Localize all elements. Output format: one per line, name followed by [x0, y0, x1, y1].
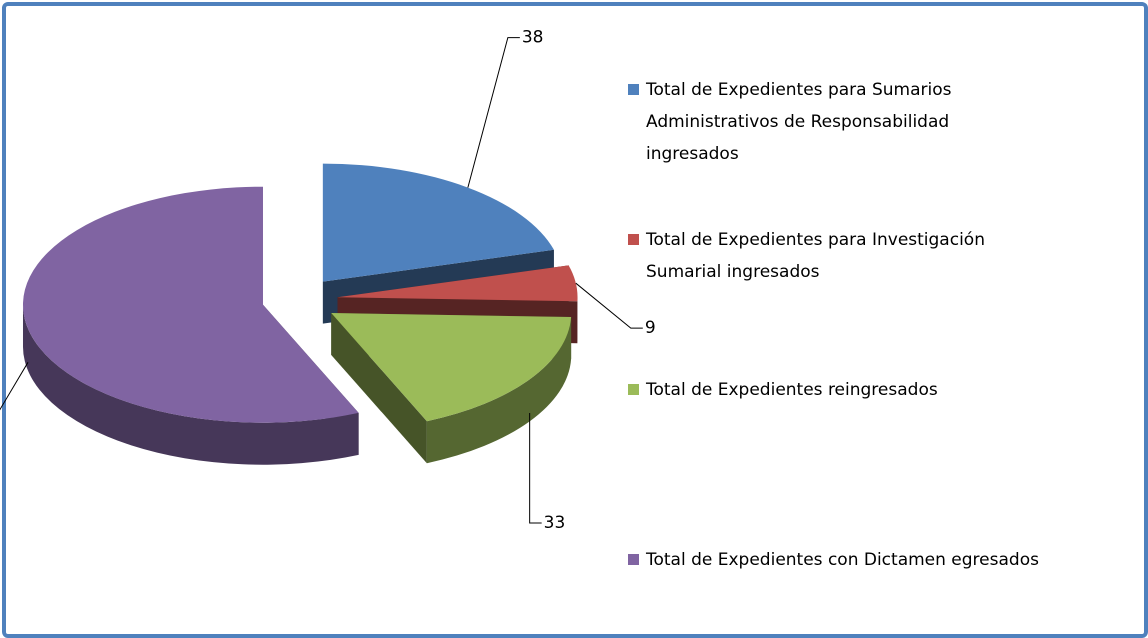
- legend-label: Total de Expedientes reingresados: [646, 380, 938, 400]
- slice: [22, 186, 359, 423]
- legend-swatch: [628, 384, 639, 395]
- slice: 33: [331, 312, 572, 533]
- legend-label: Total de Expedientes para Sumarios Admin…: [646, 80, 952, 164]
- slice: [331, 312, 572, 422]
- slice-side: [22, 304, 359, 465]
- slice: 104: [0, 186, 359, 465]
- legend-item: Total de Expedientes para Sumarios Admin…: [628, 74, 1046, 170]
- slice-wall: [331, 312, 427, 464]
- legend-item: Total de Expedientes con Dictamen egresa…: [628, 544, 1046, 576]
- legend-label: Total de Expedientes con Dictamen egresa…: [646, 550, 1039, 570]
- slice: [322, 163, 554, 282]
- data-label: 9: [645, 318, 656, 338]
- leader-line: [575, 282, 643, 329]
- legend-swatch: [628, 554, 639, 565]
- slice-side: [426, 317, 572, 464]
- leader-line: [0, 362, 29, 411]
- legend-item: Total de Expedientes para Investigación …: [628, 224, 1046, 288]
- leader-line: [529, 412, 542, 524]
- data-label: 33: [544, 513, 566, 533]
- legend-swatch: [628, 234, 639, 245]
- data-label: 38: [522, 28, 544, 48]
- legend-swatch: [628, 84, 639, 95]
- slice: [337, 265, 578, 302]
- leader-line: [467, 37, 520, 188]
- legend-label: Total de Expedientes para Investigación …: [646, 230, 985, 282]
- legend-item: Total de Expedientes reingresados: [628, 374, 1046, 406]
